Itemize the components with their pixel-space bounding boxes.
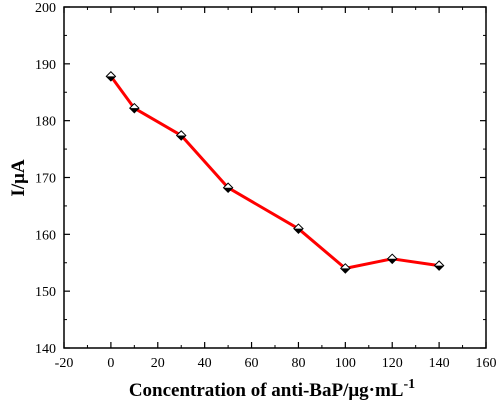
y-tick-label: 140 (35, 342, 56, 357)
y-tick-label: 180 (35, 115, 56, 130)
axes (63, 6, 487, 349)
x-tick-label: 160 (476, 356, 497, 371)
x-tick-label: 20 (151, 356, 165, 371)
diamond-marker-fill (340, 268, 350, 274)
y-tick-label: 170 (35, 172, 56, 187)
diamond-marker-fill (387, 258, 397, 264)
diamond-marker-fill (223, 187, 233, 193)
x-tick-label: 120 (382, 356, 403, 371)
data-point (433, 260, 445, 271)
series-line (109, 75, 440, 270)
x-tick-label: 40 (198, 356, 212, 371)
diamond-marker-fill (106, 76, 116, 81)
diamond-marker-fill (176, 135, 186, 141)
x-tick-label: 0 (107, 356, 114, 371)
x-tick-label: -20 (55, 356, 74, 371)
data-point (222, 182, 234, 194)
x-tick-label: 60 (245, 356, 259, 371)
data-point (340, 263, 351, 274)
data-point (105, 71, 117, 82)
data-point (386, 253, 398, 265)
diamond-marker-fill (129, 108, 139, 113)
data-point (293, 223, 304, 234)
y-tick-label: 190 (35, 58, 56, 73)
x-tick-label: 100 (335, 356, 356, 371)
y-tick-label: 160 (35, 228, 56, 243)
diamond-marker-fill (293, 228, 304, 234)
ticks: -20 0 20 40 60 80 100 120 140 160 140 150 160 170 180 1… (35, 1, 497, 371)
y-axis-label: I/μA (8, 159, 29, 196)
x-axis-label: Concentration of anti-BaP/μg·mL-1 (129, 377, 415, 401)
data-point (175, 130, 187, 141)
series-group (105, 71, 445, 274)
plot-frame (63, 6, 487, 349)
x-tick-label: 140 (429, 356, 450, 371)
diamond-marker-fill (434, 265, 444, 271)
y-tick-label: 200 (35, 1, 56, 16)
y-tick-label: 150 (35, 285, 56, 300)
data-point (129, 102, 140, 114)
x-tick-label: 80 (291, 356, 305, 371)
